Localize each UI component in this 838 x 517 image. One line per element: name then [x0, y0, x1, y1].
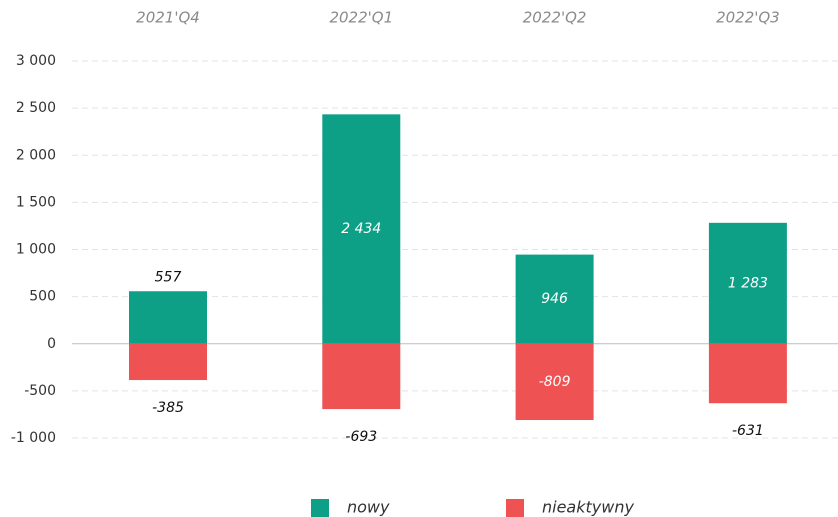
value-label: 1 283	[728, 275, 768, 291]
legend-swatch	[311, 499, 329, 517]
y-tick-label: 1 500	[16, 194, 56, 210]
bar	[708, 222, 787, 344]
x-category-label: 2022'Q3	[716, 9, 780, 27]
bar	[515, 254, 594, 344]
value-label: -693	[345, 429, 377, 445]
value-label: -385	[152, 400, 184, 416]
y-tick-label: 3 000	[16, 53, 56, 69]
y-tick-label: 500	[29, 289, 56, 305]
bar	[322, 343, 401, 410]
value-label: 557	[155, 269, 182, 285]
y-tick-label: 2 500	[16, 100, 56, 116]
y-tick-label: 1 000	[16, 242, 56, 258]
bar	[708, 343, 787, 404]
x-category-label: 2022'Q2	[523, 9, 587, 27]
value-label: 2 434	[341, 221, 381, 237]
bar	[515, 343, 594, 420]
value-label: -631	[732, 423, 764, 439]
x-category-label: 2021'Q4	[136, 9, 200, 27]
value-label: 946	[541, 291, 568, 307]
bar	[129, 343, 207, 381]
legend-swatch	[506, 499, 524, 517]
value-label: -809	[539, 374, 571, 390]
y-tick-label: -500	[24, 383, 56, 399]
legend-label: nowy	[347, 498, 390, 517]
y-tick-label: 2 000	[16, 147, 56, 163]
y-tick-label: 0	[47, 336, 56, 352]
legend-label: nieaktywny	[542, 498, 634, 517]
y-tick-label: -1 000	[11, 430, 56, 446]
bar	[322, 114, 401, 344]
bar	[129, 291, 207, 344]
x-category-label: 2022'Q1	[329, 9, 393, 27]
